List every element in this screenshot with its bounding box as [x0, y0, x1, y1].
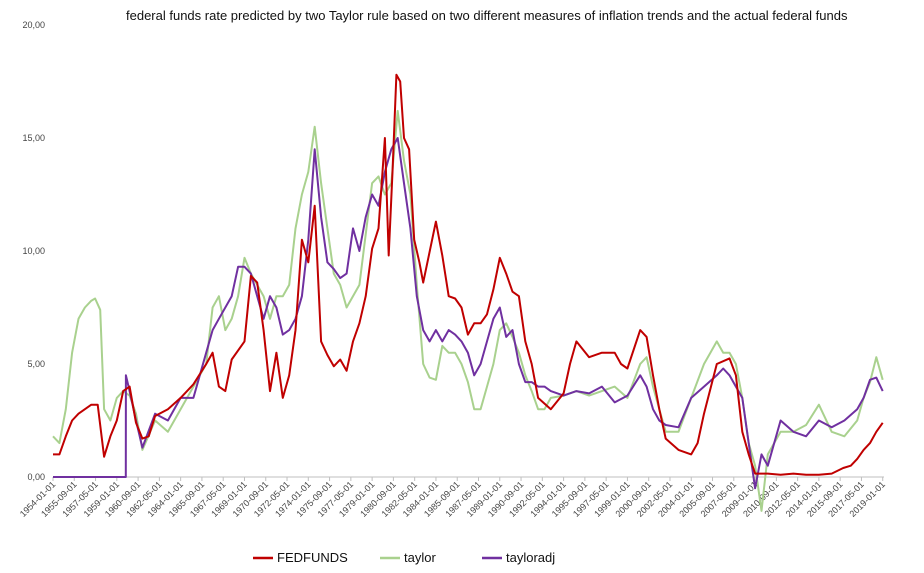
series-layer: [52, 73, 884, 512]
chart-title: federal funds rate predicted by two Tayl…: [126, 8, 848, 23]
legend-label-tayloradj: tayloradj: [506, 550, 555, 565]
y-tick-label: 5,00: [27, 359, 45, 369]
series-line-fedfunds: [53, 73, 884, 476]
y-tick-label: 0,00: [27, 472, 45, 482]
series-line-tayloradj: [53, 137, 884, 490]
y-tick-label: 10,00: [22, 246, 45, 256]
y-axis-ticks: 0,00 5,00 10,00 15,00 20,00: [22, 20, 45, 482]
series-line-taylor: [52, 109, 884, 512]
legend-label-fedfunds: FEDFUNDS: [277, 550, 348, 565]
legend-label-taylor: taylor: [404, 550, 436, 565]
y-tick-label: 15,00: [22, 133, 45, 143]
y-tick-label: 20,00: [22, 20, 45, 30]
legend: FEDFUNDS taylor tayloradj: [253, 550, 555, 565]
